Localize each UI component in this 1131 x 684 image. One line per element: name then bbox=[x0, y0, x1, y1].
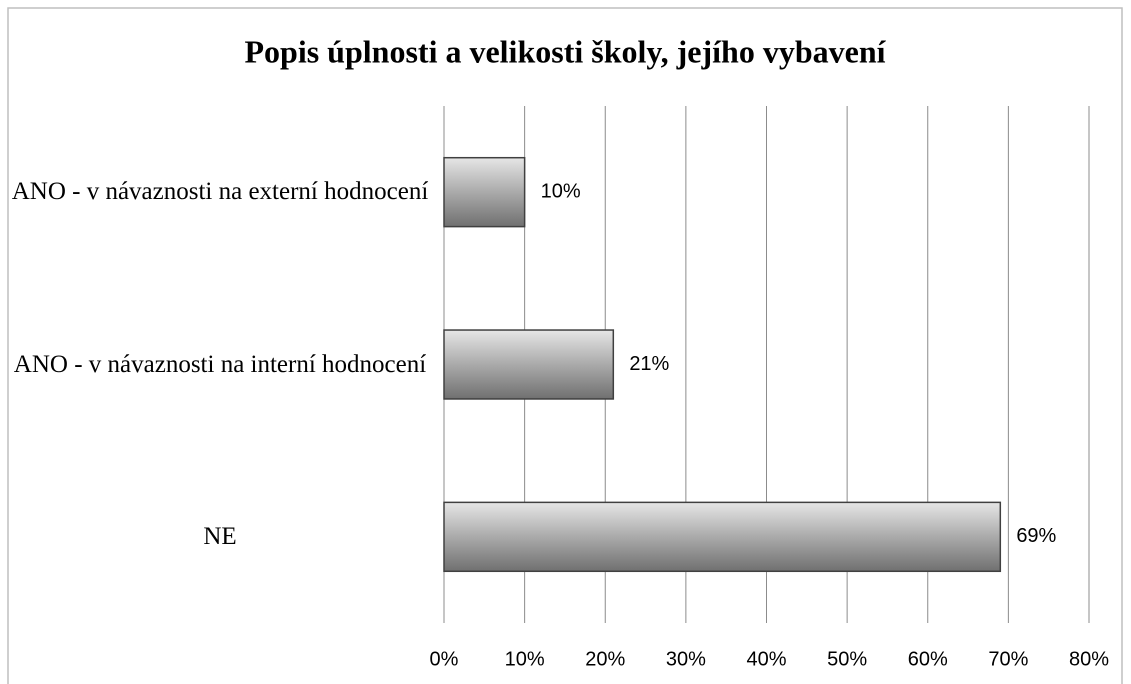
bar bbox=[443, 156, 526, 228]
x-tick-label: 40% bbox=[746, 648, 786, 670]
x-tick-label: 10% bbox=[505, 648, 545, 670]
y-tick-label: NE bbox=[203, 522, 237, 550]
y-tick-label: ANO - v návaznosti na externí hodnocení bbox=[11, 178, 429, 206]
x-tick-label: 80% bbox=[1069, 648, 1109, 670]
chart-border bbox=[7, 7, 1123, 684]
bar bbox=[443, 501, 1002, 573]
y-tick-label: ANO - v návaznosti na interní hodnocení bbox=[13, 350, 427, 378]
x-tick-label: 0% bbox=[430, 648, 459, 670]
bar bbox=[443, 329, 615, 400]
x-tick-label: 70% bbox=[988, 648, 1028, 670]
chart-title: Popis úplnosti a velikosti školy, jejího… bbox=[244, 33, 886, 69]
x-tick-label: 30% bbox=[666, 648, 706, 670]
data-label: 10% bbox=[541, 180, 581, 202]
x-tick-label: 50% bbox=[827, 648, 867, 670]
x-tick-label: 60% bbox=[908, 648, 948, 670]
data-label: 69% bbox=[1016, 525, 1056, 547]
data-label: 21% bbox=[629, 353, 669, 375]
x-tick-label: 20% bbox=[585, 648, 625, 670]
